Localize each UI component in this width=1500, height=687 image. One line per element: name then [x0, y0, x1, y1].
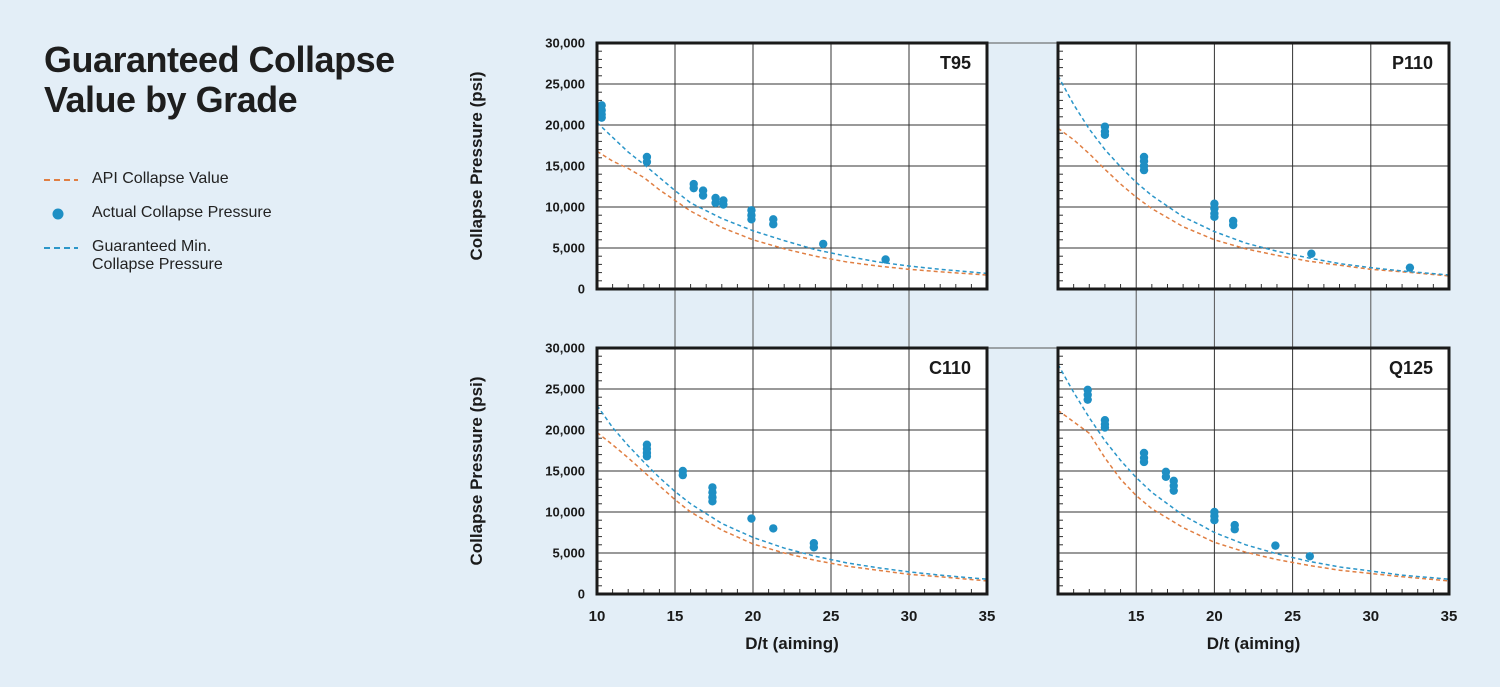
- y-tick-label: 10,000: [545, 505, 585, 520]
- legend-label-guaranteed: Guaranteed Min. Collapse Pressure: [92, 238, 372, 274]
- legend-item-guaranteed: Guaranteed Min. Collapse Pressure: [44, 238, 374, 274]
- x-axis-title: D/t (aiming): [745, 634, 839, 653]
- y-axis-title: Collapse Pressure (psi): [467, 72, 486, 261]
- y-tick-label: 20,000: [545, 118, 585, 133]
- y-axis-title: Collapse Pressure (psi): [467, 377, 486, 566]
- api-collapse-curve: [1057, 409, 1450, 582]
- x-tick-label: 10: [589, 608, 606, 625]
- legend-item-actual: Actual Collapse Pressure: [44, 204, 374, 238]
- data-point: [642, 452, 652, 461]
- grade-label-p110: P110: [1392, 53, 1433, 73]
- data-point: [689, 183, 698, 193]
- data-point: [642, 157, 652, 167]
- data-point: [708, 497, 717, 506]
- dashed-line-icon: [44, 179, 78, 181]
- data-point: [597, 113, 606, 122]
- guaranteed-min-curve: [596, 121, 988, 275]
- data-point: [819, 239, 828, 249]
- data-point: [1083, 395, 1092, 404]
- data-point: [1405, 263, 1415, 272]
- data-point: [769, 220, 778, 229]
- guaranteed-min-curve: [1057, 364, 1450, 580]
- x-tick-label: 25: [823, 608, 840, 625]
- x-tick-label: 35: [979, 608, 996, 625]
- data-point: [747, 215, 756, 224]
- y-tick-label: 5,000: [552, 546, 585, 561]
- y-tick-label: 30,000: [545, 341, 585, 356]
- grade-label-q125: Q125: [1389, 358, 1433, 378]
- x-tick-label: 30: [1362, 608, 1379, 625]
- x-tick-label: 20: [1206, 608, 1223, 625]
- legend-label-api: API Collapse Value: [92, 170, 372, 188]
- data-point: [1230, 525, 1239, 534]
- title-line-1: Guaranteed Collapse: [44, 39, 395, 80]
- data-point: [678, 470, 687, 480]
- y-tick-label: 10,000: [545, 200, 585, 215]
- y-tick-label: 15,000: [545, 464, 585, 479]
- y-tick-label: 20,000: [545, 423, 585, 438]
- y-tick-label: 15,000: [545, 159, 585, 174]
- data-point: [711, 198, 720, 208]
- y-tick-label: 25,000: [545, 382, 585, 397]
- x-axis-title: D/t (aiming): [1207, 634, 1301, 653]
- page-title: Guaranteed Collapse Value by Grade: [44, 40, 424, 120]
- legend-text-actual: Actual Collapse Pressure: [92, 204, 272, 221]
- title-line-2: Value by Grade: [44, 79, 298, 120]
- data-point: [1100, 130, 1110, 140]
- data-point: [1161, 472, 1171, 481]
- panel-frame-q125: [1056, 346, 1451, 596]
- data-point: [1307, 249, 1316, 258]
- legend: API Collapse Value Actual Collapse Press…: [44, 170, 374, 274]
- legend-text-guaranteed-2: Collapse Pressure: [92, 256, 223, 273]
- panel-frame-t95: [595, 41, 989, 291]
- api-collapse-curve: [596, 431, 988, 582]
- data-point: [719, 200, 728, 209]
- data-point: [769, 524, 778, 533]
- x-tick-label: 25: [1284, 608, 1301, 625]
- api-collapse-curve: [596, 150, 988, 276]
- data-point: [809, 543, 819, 552]
- data-point: [1271, 541, 1280, 550]
- guaranteed-min-curve: [1057, 75, 1450, 276]
- y-tick-label: 0: [578, 282, 585, 297]
- y-tick-label: 30,000: [545, 36, 585, 51]
- data-point: [1169, 486, 1178, 495]
- x-tick-label: 35: [1441, 608, 1458, 625]
- data-point: [698, 191, 708, 200]
- data-point: [1210, 212, 1219, 222]
- x-tick-label: 30: [901, 608, 918, 625]
- legend-text-api: API Collapse Value: [92, 170, 229, 187]
- dashed-line-icon: [44, 247, 78, 249]
- data-point: [1210, 516, 1219, 525]
- legend-label-actual: Actual Collapse Pressure: [92, 204, 372, 222]
- legend-item-api: API Collapse Value: [44, 170, 374, 204]
- data-point: [1139, 457, 1149, 467]
- data-point: [881, 255, 890, 264]
- guaranteed-min-curve: [596, 404, 988, 580]
- grade-label-c110: C110: [929, 358, 971, 378]
- panel-frame-c110: [595, 346, 989, 596]
- y-tick-label: 5,000: [552, 241, 585, 256]
- y-tick-label: 0: [578, 587, 585, 602]
- panel-frame-p110: [1056, 41, 1451, 291]
- y-tick-label: 25,000: [545, 77, 585, 92]
- data-point: [747, 514, 756, 523]
- api-collapse-curve: [1057, 127, 1450, 277]
- grade-label-t95: T95: [940, 53, 971, 73]
- data-point: [1305, 552, 1315, 561]
- dot-icon: [52, 208, 64, 220]
- data-point: [1228, 220, 1238, 230]
- data-point: [1100, 423, 1110, 432]
- x-tick-label: 20: [745, 608, 762, 625]
- data-point: [1139, 165, 1149, 175]
- legend-text-guaranteed-1: Guaranteed Min.: [92, 238, 212, 255]
- x-tick-label: 15: [667, 608, 684, 625]
- x-tick-label: 15: [1128, 608, 1145, 625]
